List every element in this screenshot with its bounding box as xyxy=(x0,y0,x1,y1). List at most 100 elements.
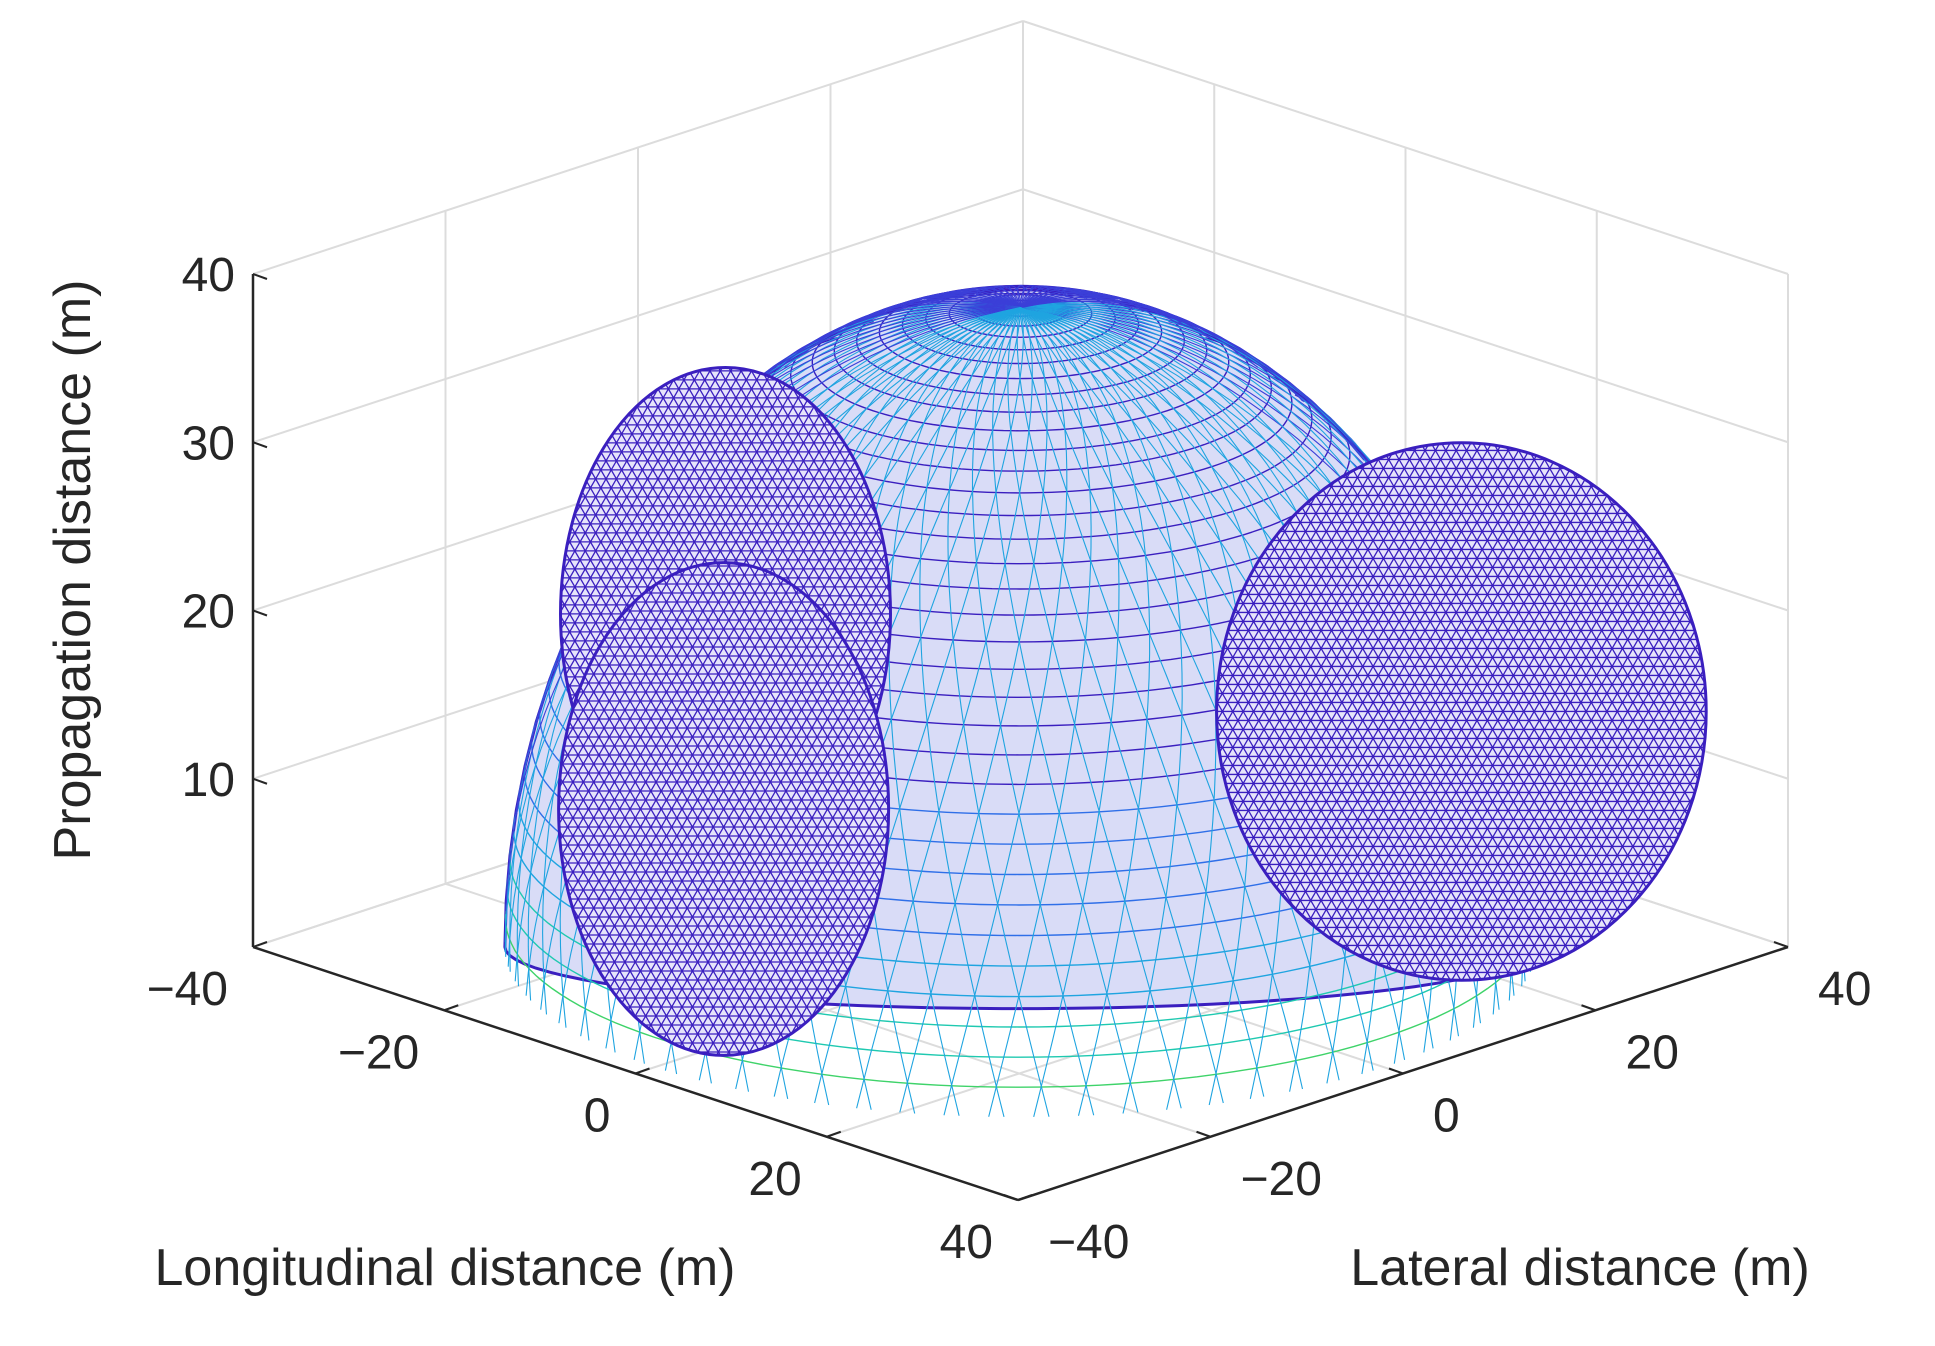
mesh-line xyxy=(624,562,889,1056)
mesh-line xyxy=(1019,285,1070,308)
mesh-line xyxy=(1424,442,1707,964)
mesh-line xyxy=(1020,284,1034,308)
mesh-line xyxy=(1216,445,1522,981)
mesh-line xyxy=(1020,307,1217,1110)
mesh-line xyxy=(558,562,777,1056)
mesh-line xyxy=(593,562,889,1056)
mesh-line xyxy=(1216,442,1483,955)
mesh-line xyxy=(655,562,889,1056)
mesh-line xyxy=(560,367,841,861)
mesh-line xyxy=(1216,463,1491,981)
mesh-line xyxy=(558,562,847,1056)
z-tick-label: 30 xyxy=(182,417,235,470)
mesh-line xyxy=(577,562,889,1056)
mesh-line xyxy=(1471,442,1707,937)
mesh-line xyxy=(1440,468,1707,981)
mesh-line xyxy=(1017,284,1029,308)
mesh-line xyxy=(558,562,784,1056)
mesh-line xyxy=(560,367,864,861)
grid-line xyxy=(252,20,1024,275)
mesh-line xyxy=(558,562,792,1056)
y-tick-label: 40 xyxy=(1818,963,1871,1016)
x-tick xyxy=(1017,1194,1033,1201)
mesh-line xyxy=(558,562,816,1056)
mesh-line xyxy=(558,562,816,1056)
z-tick-label: 20 xyxy=(182,586,235,639)
mesh-line xyxy=(1216,442,1507,969)
mesh-line xyxy=(1019,307,1265,1097)
mesh-line xyxy=(506,874,1383,1058)
mesh-line xyxy=(558,562,808,1056)
mesh-line xyxy=(558,562,855,1056)
mesh-line xyxy=(558,562,808,1056)
mesh-line xyxy=(558,562,862,1056)
mesh-line xyxy=(899,307,1048,1113)
mesh-line xyxy=(671,562,889,1056)
mesh-line xyxy=(1020,307,1183,1114)
grid-line xyxy=(1022,188,1789,444)
mesh-line xyxy=(988,307,1092,1117)
mesh-line xyxy=(560,367,786,861)
z-tick xyxy=(252,777,268,785)
mesh-line xyxy=(608,562,889,1056)
mesh-line xyxy=(673,367,891,861)
mesh-line xyxy=(1216,442,1468,946)
y-tick xyxy=(1003,1194,1019,1201)
mesh-line xyxy=(558,562,855,1056)
mesh-line xyxy=(1216,442,1522,978)
mesh-line xyxy=(1216,477,1468,981)
x-tick-label: −20 xyxy=(338,1026,419,1079)
axis-ticks: −40 −20 0 20 40 −40 −20 0 20 40 10 20 30 40 xyxy=(147,249,1872,1269)
mesh-line xyxy=(593,562,889,1056)
mesh-line xyxy=(1008,285,1021,308)
mesh-line xyxy=(560,367,849,861)
z-tick xyxy=(252,273,268,280)
mesh-line xyxy=(1455,442,1707,946)
mesh-line xyxy=(562,562,889,1056)
mesh-line xyxy=(947,307,1050,1117)
mesh-line xyxy=(830,298,1021,340)
x-tick xyxy=(635,1067,650,1075)
mesh-line xyxy=(577,562,889,1056)
mesh-line xyxy=(856,307,1033,1109)
mesh-line xyxy=(1019,285,1046,308)
mesh-line xyxy=(1216,442,1499,964)
x-axis-label: Longitudinal distance (m) xyxy=(155,1239,736,1297)
mesh-line xyxy=(919,307,1021,1118)
mesh-line xyxy=(610,367,891,861)
mesh-line xyxy=(1216,468,1483,981)
mesh-line xyxy=(560,367,794,861)
y-tick-label: 20 xyxy=(1626,1026,1679,1079)
x-tick-label: −40 xyxy=(147,963,228,1016)
mesh-line xyxy=(558,562,800,1056)
z-tick-label: 10 xyxy=(182,754,235,807)
mesh-line xyxy=(1377,442,1707,981)
mesh-line xyxy=(803,300,1021,355)
mesh-line xyxy=(993,285,1021,308)
mesh-line xyxy=(1393,442,1707,981)
mesh-line xyxy=(1020,307,1120,1118)
mesh-line xyxy=(1440,442,1707,955)
y-tick xyxy=(1196,1130,1211,1138)
y-tick-label: −20 xyxy=(1241,1153,1322,1206)
mesh-line xyxy=(971,307,1095,1116)
mesh-line xyxy=(1216,442,1514,973)
mesh-line xyxy=(1216,442,1538,981)
cone-cap-mesh xyxy=(1216,442,1707,981)
mesh-line xyxy=(655,562,889,1056)
mesh-line xyxy=(558,562,839,1056)
mesh-line xyxy=(1020,307,1151,1116)
cone-cap-mesh xyxy=(558,562,889,1056)
mesh-line xyxy=(1020,286,1088,308)
mesh-line xyxy=(560,367,833,861)
grid-line xyxy=(252,188,1024,444)
mesh-line xyxy=(558,562,777,1056)
x-tick-label: 0 xyxy=(584,1090,611,1143)
mesh-line xyxy=(558,562,823,1056)
mesh-line xyxy=(560,367,856,861)
mesh-line xyxy=(1393,442,1707,981)
mesh-line xyxy=(558,562,823,1056)
mesh-line xyxy=(639,562,889,1056)
mesh-line xyxy=(558,562,831,1056)
